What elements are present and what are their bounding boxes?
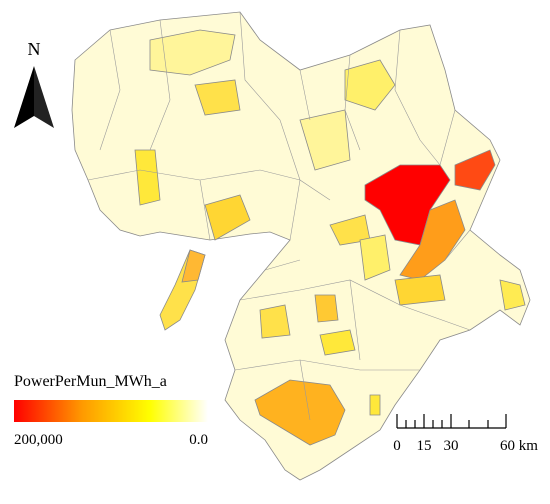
scale-label: 0 [393, 438, 401, 454]
region [194, 79, 241, 116]
region [204, 194, 251, 241]
scale-bar [396, 414, 507, 429]
region [359, 234, 391, 281]
region [134, 149, 161, 206]
region [399, 199, 466, 281]
legend-max: 200,000 [14, 432, 63, 448]
region [454, 149, 496, 191]
island-part [181, 249, 206, 283]
scale-label: 15 [417, 438, 432, 454]
region [344, 59, 396, 111]
region [314, 294, 339, 323]
region [394, 274, 446, 306]
legend-min: 0.0 [189, 432, 208, 448]
region [299, 109, 351, 171]
north-arrow [14, 66, 34, 128]
boundary [87, 11, 471, 421]
region [319, 329, 356, 356]
region [369, 394, 381, 416]
region-land [71, 11, 531, 481]
region [499, 279, 526, 311]
scale-label: 30 [444, 438, 459, 454]
legend-ramp [14, 400, 208, 422]
north-label: N [28, 39, 41, 59]
scale-label: 60 km [500, 438, 538, 454]
region [149, 29, 236, 76]
legend-title: PowerPerMun_MWh_a [14, 373, 167, 390]
north-arrow [34, 66, 54, 128]
region [259, 304, 291, 339]
